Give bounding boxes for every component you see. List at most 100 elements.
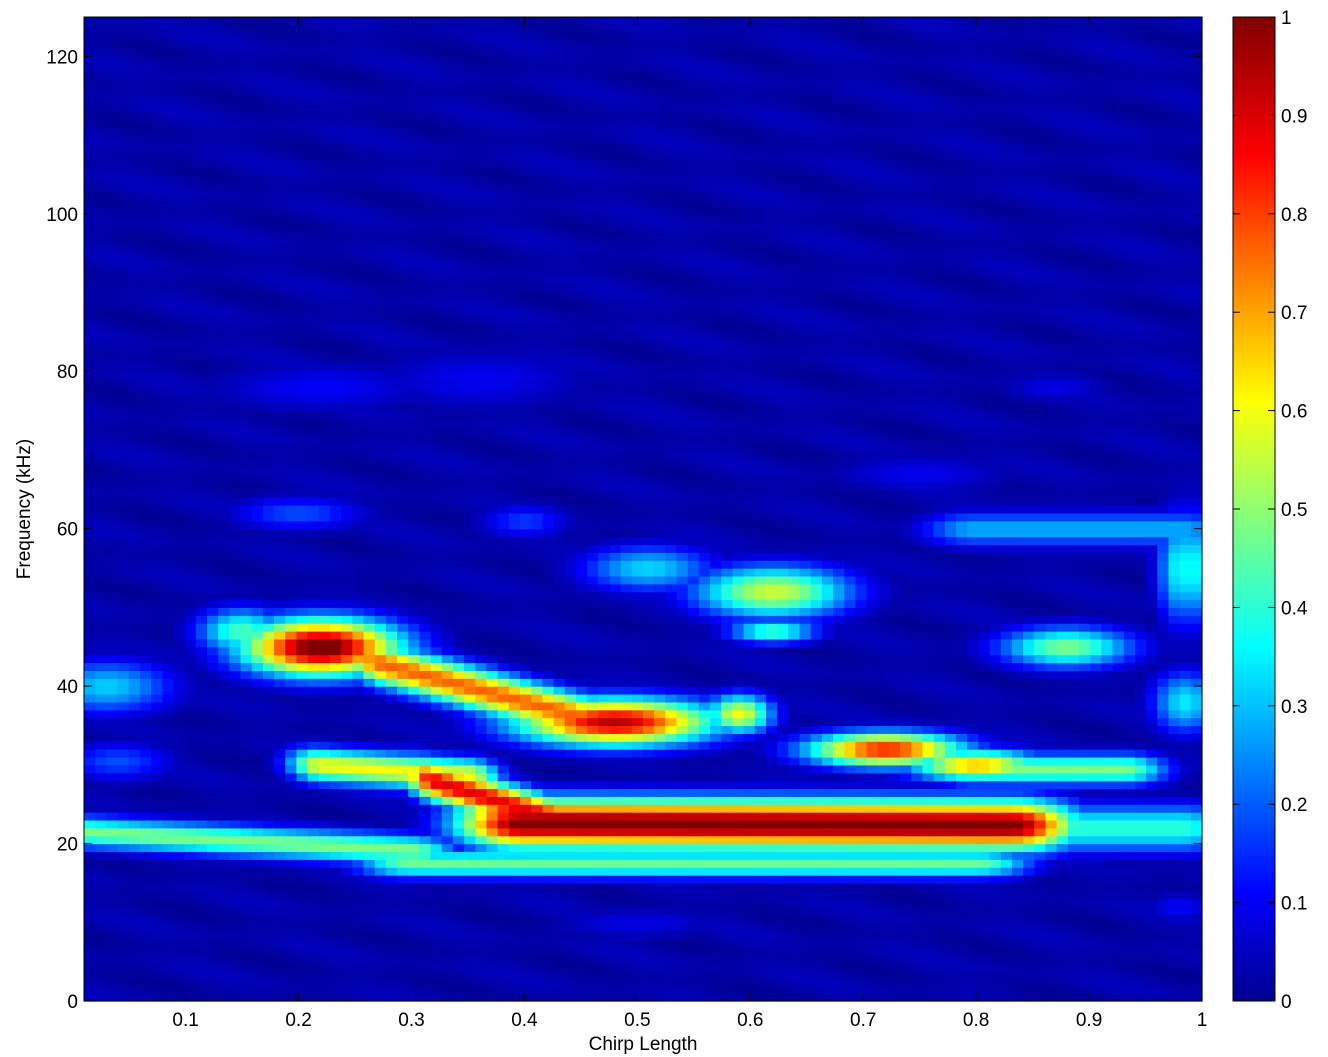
- heatmap-cell: [318, 859, 331, 868]
- heatmap-cell: [318, 906, 331, 916]
- heatmap-cell: [475, 261, 488, 270]
- heatmap-cell: [497, 308, 510, 317]
- heatmap-cell: [430, 568, 443, 577]
- heatmap-cell: [341, 56, 353, 65]
- heatmap-cell: [285, 316, 298, 325]
- heatmap-cell: [229, 79, 242, 89]
- heatmap-cell: [206, 190, 219, 199]
- heatmap-cell: [508, 670, 521, 679]
- heatmap-cell: [475, 355, 488, 364]
- heatmap-cell: [307, 512, 320, 522]
- heatmap-cell: [184, 142, 197, 152]
- heatmap-cell: [397, 851, 409, 860]
- heatmap-cell: [497, 922, 510, 931]
- heatmap-cell: [184, 497, 197, 506]
- heatmap-cell: [419, 843, 432, 853]
- heatmap-cell: [117, 182, 130, 191]
- heatmap-cell: [184, 182, 197, 191]
- heatmap-cell: [184, 40, 197, 50]
- heatmap-cell: [262, 560, 275, 569]
- heatmap-cell: [363, 418, 376, 427]
- heatmap-cell: [374, 316, 387, 325]
- heatmap-cell: [296, 394, 309, 404]
- heatmap-cell: [162, 166, 175, 176]
- heatmap-cell: [486, 221, 499, 231]
- heatmap-cell: [195, 402, 208, 412]
- heatmap-cell: [206, 812, 219, 821]
- heatmap-cell: [497, 56, 510, 65]
- heatmap-cell: [520, 851, 532, 860]
- heatmap-cell: [184, 615, 197, 624]
- heatmap-cell: [251, 961, 264, 971]
- heatmap-cell: [508, 394, 521, 404]
- heatmap-cell: [307, 662, 320, 671]
- heatmap-cell: [307, 993, 320, 1002]
- heatmap-cell: [520, 985, 532, 994]
- heatmap-cell: [262, 914, 275, 923]
- heatmap-cell: [184, 686, 197, 695]
- heatmap-cell: [106, 599, 119, 608]
- heatmap-cell: [117, 292, 130, 301]
- heatmap-cell: [173, 324, 186, 333]
- heatmap-cell: [329, 355, 342, 364]
- heatmap-cell: [475, 426, 488, 435]
- heatmap-cell: [441, 686, 454, 695]
- heatmap-cell: [441, 701, 454, 711]
- heatmap-cell: [128, 402, 141, 412]
- heatmap-cell: [363, 237, 376, 246]
- heatmap-cell: [84, 552, 96, 561]
- heatmap-cell: [206, 150, 219, 160]
- heatmap-cell: [341, 316, 353, 325]
- heatmap-cell: [139, 843, 152, 853]
- heatmap-cell: [318, 394, 331, 404]
- heatmap-cell: [106, 827, 119, 837]
- heatmap-cell: [262, 969, 275, 978]
- heatmap-cell: [363, 72, 376, 81]
- heatmap-cell: [397, 686, 409, 695]
- heatmap-cell: [497, 497, 510, 506]
- heatmap-cell: [128, 24, 141, 34]
- heatmap-cell: [218, 174, 230, 183]
- heatmap-cell: [397, 316, 409, 325]
- heatmap-cell: [397, 221, 409, 231]
- heatmap-cell: [508, 615, 521, 624]
- heatmap-cell: [464, 449, 476, 459]
- heatmap-cell: [240, 182, 253, 191]
- heatmap-cell: [419, 835, 432, 845]
- heatmap-cell: [318, 261, 331, 270]
- heatmap-cell: [218, 804, 230, 813]
- heatmap-cell: [486, 993, 499, 1002]
- heatmap-cell: [397, 764, 409, 774]
- heatmap-cell: [452, 945, 465, 955]
- heatmap-cell: [173, 906, 186, 916]
- heatmap-cell: [441, 135, 454, 144]
- heatmap-cell: [452, 520, 465, 530]
- heatmap-cell: [162, 709, 175, 719]
- heatmap-cell: [486, 819, 499, 829]
- heatmap-cell: [128, 410, 141, 420]
- heatmap-cell: [520, 64, 532, 73]
- heatmap-cell: [218, 544, 230, 553]
- heatmap-cell: [374, 237, 387, 246]
- heatmap-cell: [84, 87, 96, 97]
- heatmap-cell: [374, 473, 387, 483]
- heatmap-cell: [262, 945, 275, 955]
- heatmap-cell: [195, 158, 208, 168]
- heatmap-cell: [520, 725, 532, 734]
- heatmap-cell: [106, 363, 119, 372]
- heatmap-cell: [363, 245, 376, 254]
- heatmap-cell: [173, 961, 186, 971]
- heatmap-cell: [329, 599, 342, 608]
- heatmap-cell: [106, 324, 119, 333]
- heatmap-cell: [341, 945, 353, 955]
- heatmap-cell: [318, 701, 331, 711]
- heatmap-cell: [240, 654, 253, 664]
- heatmap-cell: [329, 520, 342, 530]
- heatmap-cell: [318, 914, 331, 923]
- heatmap-cell: [329, 434, 342, 443]
- heatmap-cell: [374, 72, 387, 81]
- heatmap-cell: [520, 552, 532, 561]
- heatmap-cell: [374, 111, 387, 120]
- heatmap-cell: [441, 316, 454, 325]
- heatmap-cell: [397, 355, 409, 364]
